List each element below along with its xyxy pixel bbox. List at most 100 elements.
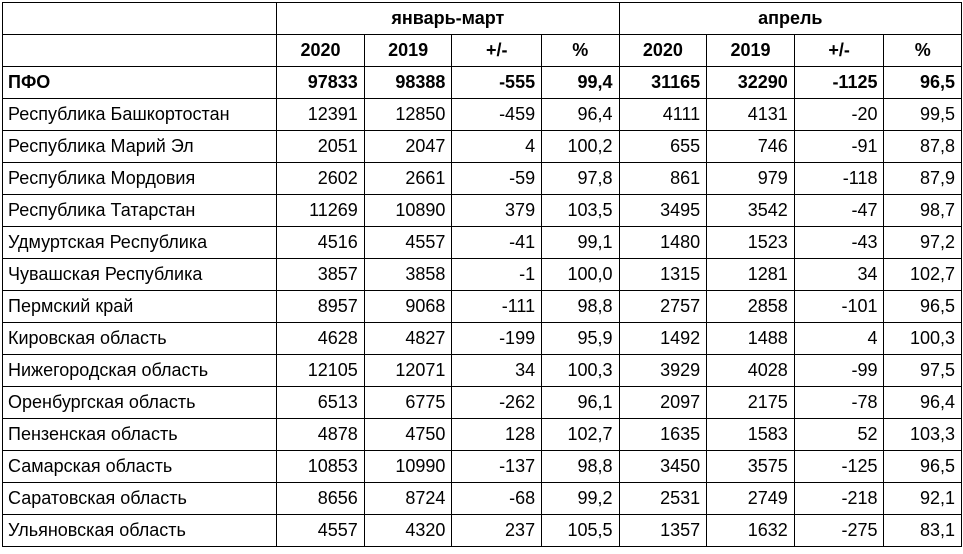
table-cell: 3495 bbox=[618, 194, 708, 227]
table-cell: 6513 bbox=[276, 386, 365, 419]
region-name: Ульяновская область bbox=[1, 514, 278, 547]
table-row: Чувашская Республика 3857 3858 -1 100,0 1315 1… bbox=[1, 258, 962, 291]
table-row: Пермский край 8957 9068 -111 98,8 2757 2858 -10… bbox=[1, 290, 962, 323]
table-cell: -59 bbox=[451, 162, 543, 195]
table-cell: -118 bbox=[793, 162, 885, 195]
table-cell: 12391 bbox=[276, 98, 365, 131]
table-row: Республика Мордовия 2602 2661 -59 97,8 861 979… bbox=[1, 162, 962, 195]
table-cell: 32290 bbox=[706, 66, 795, 99]
table-cell: 4827 bbox=[363, 322, 453, 355]
table-cell: 102,7 bbox=[883, 258, 962, 291]
table-cell: 1315 bbox=[618, 258, 708, 291]
table-cell: 237 bbox=[451, 514, 543, 547]
table-cell: 2531 bbox=[618, 482, 708, 515]
table-cell: 34 bbox=[793, 258, 885, 291]
table-cell: 1632 bbox=[706, 514, 795, 547]
table-cell: 1635 bbox=[618, 418, 708, 451]
table-cell: 2757 bbox=[618, 290, 708, 323]
table-cell: 99,4 bbox=[541, 66, 620, 99]
table-cell: 96,4 bbox=[541, 98, 620, 131]
table-cell: 87,9 bbox=[883, 162, 962, 195]
table-cell: 12850 bbox=[363, 98, 453, 131]
table-cell: 87,8 bbox=[883, 130, 962, 163]
region-name: Республика Марий Эл bbox=[1, 130, 278, 163]
table-cell: 98,8 bbox=[541, 450, 620, 483]
table-row: Республика Татарстан 11269 10890 379 103,5 34… bbox=[1, 194, 962, 227]
table-cell: 6775 bbox=[363, 386, 453, 419]
table-row: Оренбургская область 6513 6775 -262 96,1 2097… bbox=[1, 386, 962, 419]
header-col-diff: +/- bbox=[451, 34, 543, 67]
table-cell: 2175 bbox=[706, 386, 795, 419]
header-group-jan-mar: январь-март bbox=[276, 2, 620, 35]
table-cell: -99 bbox=[793, 354, 885, 387]
header-col-percent: % bbox=[541, 34, 620, 67]
region-name: Кировская область bbox=[1, 322, 278, 355]
table-cell: 97,8 bbox=[541, 162, 620, 195]
table-cell: 2749 bbox=[706, 482, 795, 515]
table-cell: 34 bbox=[451, 354, 543, 387]
table-cell: -262 bbox=[451, 386, 543, 419]
table-row: Удмуртская Республика 4516 4557 -41 99,1 1480… bbox=[1, 226, 962, 259]
table-header: январь-март апрель 2020 2019 +/- % 2020 … bbox=[1, 2, 963, 67]
table-cell: 4 bbox=[793, 322, 885, 355]
table-cell: 2602 bbox=[276, 162, 365, 195]
table-cell: 99,1 bbox=[541, 226, 620, 259]
region-name: Оренбургская область bbox=[1, 386, 278, 419]
header-corner-2 bbox=[1, 34, 278, 67]
table-cell: 4557 bbox=[363, 226, 453, 259]
table-cell: 100,2 bbox=[541, 130, 620, 163]
table-cell: 105,5 bbox=[541, 514, 620, 547]
table-cell: 98,7 bbox=[883, 194, 962, 227]
table-row: Саратовская область 8656 8724 -68 99,2 2531 27… bbox=[1, 482, 962, 515]
header-subcol-row: 2020 2019 +/- % 2020 2019 +/- % bbox=[1, 34, 962, 67]
table-cell: 102,7 bbox=[541, 418, 620, 451]
region-name: Удмуртская Республика bbox=[1, 226, 278, 259]
header-col-year-2019: 2019 bbox=[363, 34, 453, 67]
table-cell: 4320 bbox=[363, 514, 453, 547]
header-corner bbox=[1, 2, 278, 35]
table-cell: 4628 bbox=[276, 322, 365, 355]
header-group-row: январь-март апрель bbox=[1, 2, 963, 35]
table-cell: 97833 bbox=[276, 66, 365, 99]
table-cell: 10890 bbox=[363, 194, 453, 227]
table-cell: 97,5 bbox=[883, 354, 962, 387]
table-cell: 1480 bbox=[618, 226, 708, 259]
table-cell: 83,1 bbox=[883, 514, 962, 547]
table-cell: 1492 bbox=[618, 322, 708, 355]
table-cell: 96,1 bbox=[541, 386, 620, 419]
table-cell: -68 bbox=[451, 482, 543, 515]
table-cell: -218 bbox=[793, 482, 885, 515]
table-cell: -555 bbox=[451, 66, 543, 99]
table-cell: 103,3 bbox=[883, 418, 962, 451]
region-name: Республика Башкортостан bbox=[1, 98, 278, 131]
table-cell: 100,3 bbox=[883, 322, 962, 355]
table-cell: 3929 bbox=[618, 354, 708, 387]
table-cell: 128 bbox=[451, 418, 543, 451]
table-cell: 1488 bbox=[706, 322, 795, 355]
table-cell: 52 bbox=[793, 418, 885, 451]
region-name: Саратовская область bbox=[1, 482, 278, 515]
table-row: Кировская область 4628 4827 -199 95,9 1492 148… bbox=[1, 322, 962, 355]
table-cell: 8724 bbox=[363, 482, 453, 515]
table-cell: 96,5 bbox=[883, 450, 962, 483]
table-cell: 3542 bbox=[706, 194, 795, 227]
table-cell: -111 bbox=[451, 290, 543, 323]
table-row: Республика Марий Эл 2051 2047 4 100,2 655 746-… bbox=[1, 130, 962, 163]
table-cell: 8656 bbox=[276, 482, 365, 515]
table-cell: 4111 bbox=[618, 98, 708, 131]
table-cell: 103,5 bbox=[541, 194, 620, 227]
table-cell: 100,3 bbox=[541, 354, 620, 387]
table-cell: -20 bbox=[793, 98, 885, 131]
table-cell: 655 bbox=[618, 130, 708, 163]
table-cell: -1 bbox=[451, 258, 543, 291]
table-cell: 3450 bbox=[618, 450, 708, 483]
table-cell: 1583 bbox=[706, 418, 795, 451]
table-cell: -47 bbox=[793, 194, 885, 227]
table-cell: -125 bbox=[793, 450, 885, 483]
table-cell: 4878 bbox=[276, 418, 365, 451]
table-cell: -43 bbox=[793, 226, 885, 259]
table-cell: 9068 bbox=[363, 290, 453, 323]
header-col-year-2019: 2019 bbox=[706, 34, 795, 67]
table-cell: 8957 bbox=[276, 290, 365, 323]
region-name: Республика Татарстан bbox=[1, 194, 278, 227]
